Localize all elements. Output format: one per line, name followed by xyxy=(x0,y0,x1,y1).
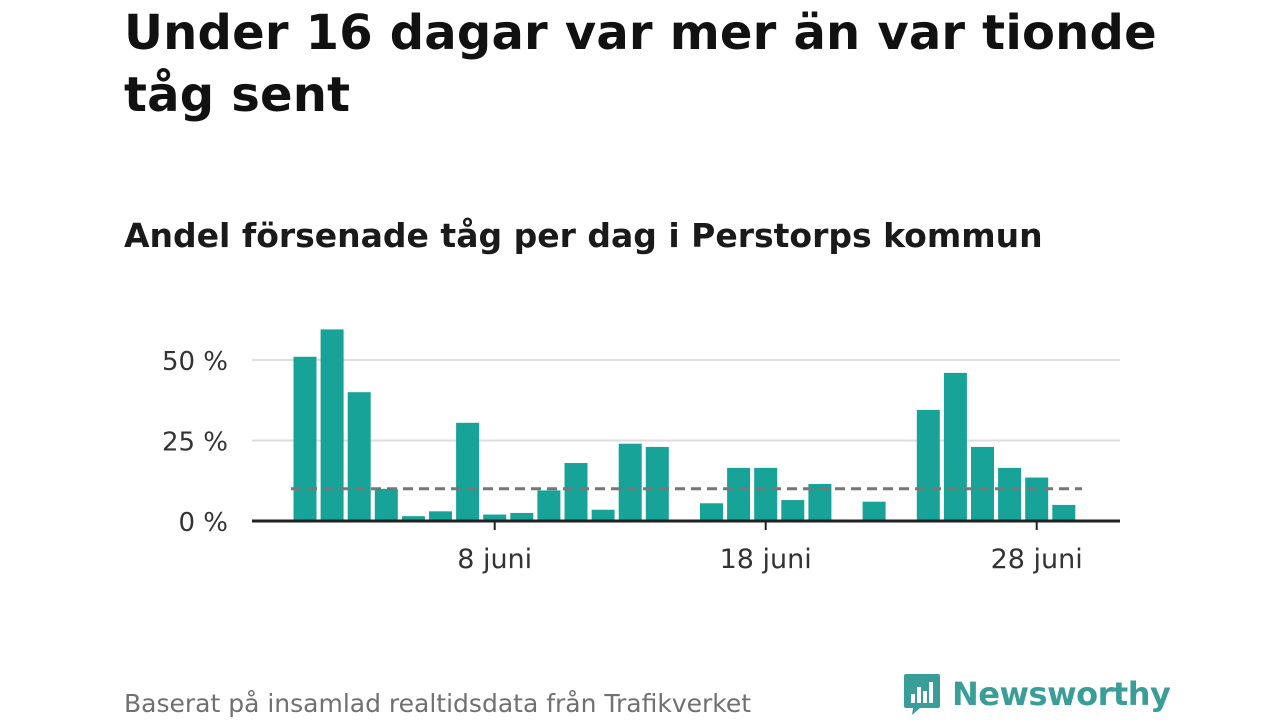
bar xyxy=(401,516,425,521)
chart-subtitle: Andel försenade tåg per dag i Perstorps … xyxy=(124,216,1043,255)
bar xyxy=(1052,504,1076,521)
bar xyxy=(456,422,480,521)
bar xyxy=(700,503,723,521)
axes: 0 % 25 % 50 % 8 juni 18 juni 28 juni xyxy=(162,347,1120,575)
bar xyxy=(781,500,805,521)
bar xyxy=(943,372,967,521)
bar xyxy=(483,514,507,521)
bar xyxy=(347,392,371,521)
x-tick-label: 28 juni xyxy=(991,544,1083,575)
bar xyxy=(862,501,886,521)
y-tick-label: 0 % xyxy=(178,508,228,538)
brand-logo: Newsworthy xyxy=(902,672,1171,716)
source-note: Baserat på insamlad realtidsdata från Tr… xyxy=(124,689,752,718)
bar xyxy=(293,356,317,521)
bar xyxy=(808,483,832,521)
bar xyxy=(754,467,778,521)
bar xyxy=(510,512,534,521)
bar xyxy=(564,463,588,521)
x-tick-label: 8 juni xyxy=(457,544,532,575)
bar xyxy=(916,409,940,521)
bar xyxy=(374,488,398,521)
bar xyxy=(591,509,615,521)
bar xyxy=(971,446,994,521)
y-tick-label: 50 % xyxy=(162,347,228,377)
bar xyxy=(320,329,344,521)
bars xyxy=(293,329,1076,521)
bar xyxy=(727,467,751,521)
y-tick-label: 25 % xyxy=(162,428,228,458)
bar-chart-speech-bubble-icon xyxy=(904,674,940,715)
bar-chart: 0 % 25 % 50 % 8 juni 18 juni 28 juni xyxy=(162,329,1120,575)
brand-name: Newsworthy xyxy=(952,675,1171,713)
headline: Under 16 dagar var mer än var tionde tåg… xyxy=(124,5,1157,123)
bar xyxy=(618,443,642,521)
bar xyxy=(429,511,452,521)
bar xyxy=(998,467,1022,521)
x-tick-label: 18 juni xyxy=(720,544,812,575)
grid-lines xyxy=(252,359,1120,442)
bar xyxy=(645,446,669,521)
bar xyxy=(1025,477,1049,521)
bar xyxy=(537,490,561,521)
